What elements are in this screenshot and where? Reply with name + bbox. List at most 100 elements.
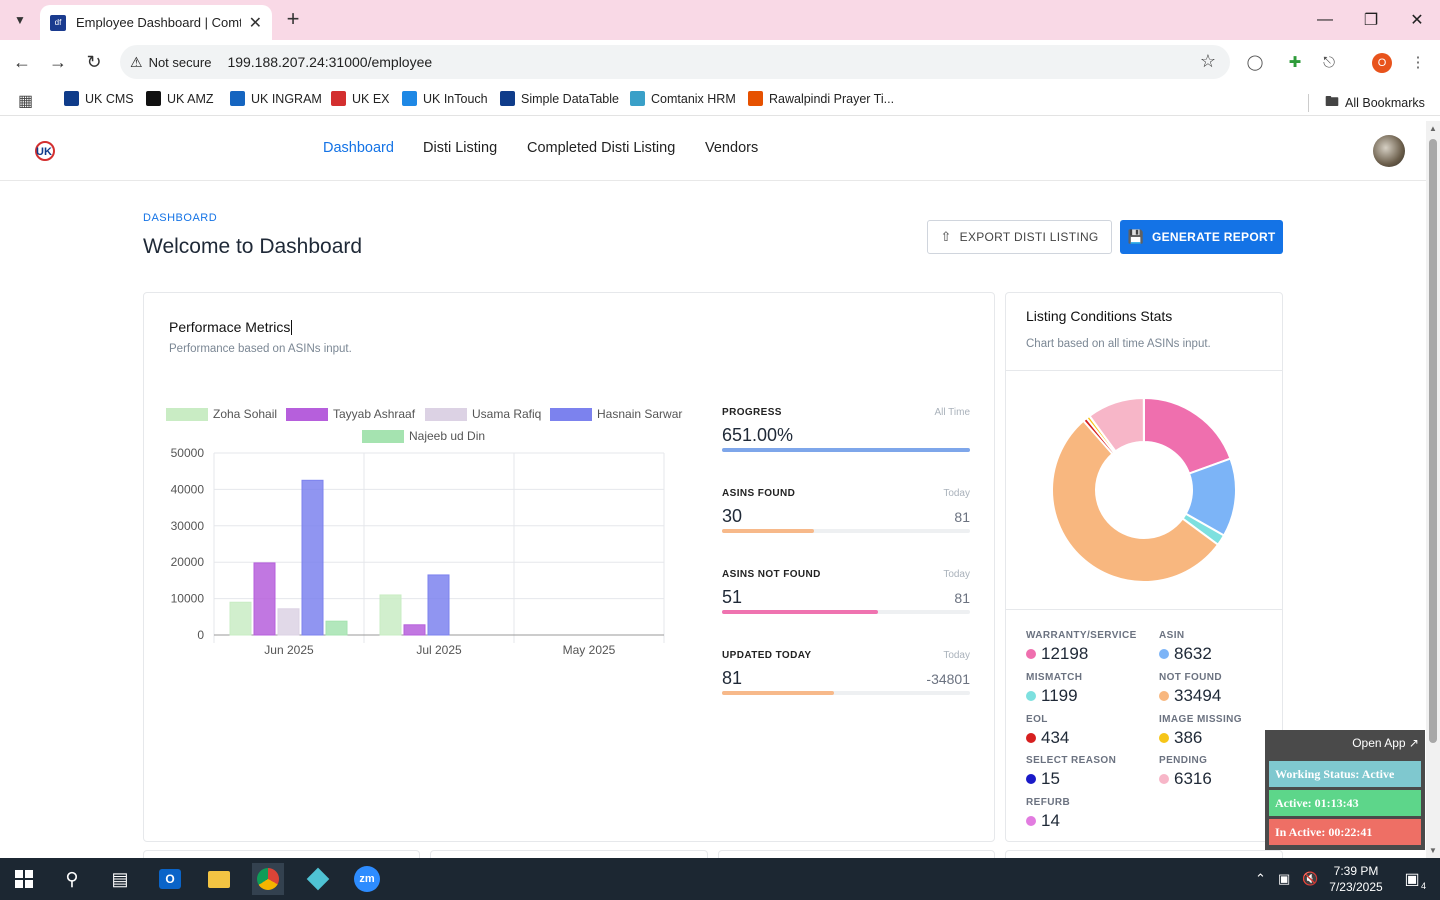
bookmark-simple-datatable[interactable]: Simple DataTable: [500, 91, 619, 106]
listing-conditions-donut-chart: [1051, 396, 1237, 583]
bookmark-uk-ex[interactable]: UK EX: [331, 91, 390, 106]
task-view-icon[interactable]: ▤: [111, 868, 129, 889]
metric-progress: PROGRESS All Time 651.00%: [722, 407, 970, 487]
restore-icon[interactable]: ❐: [1363, 12, 1379, 29]
notifications-icon[interactable]: ▣ 4: [1404, 871, 1426, 891]
metric-label: ASINS FOUND: [722, 488, 796, 499]
search-icon[interactable]: ⚲: [65, 868, 79, 889]
legend-swatch: [550, 407, 592, 421]
metric-total: 81: [954, 590, 970, 606]
bookmark-comtanix-hrm[interactable]: Comtanix HRM: [630, 91, 736, 106]
nav-vendors[interactable]: Vendors: [705, 140, 759, 156]
active-time-row: Active: 01:13:43: [1269, 790, 1421, 816]
clock-time: 7:39 PM: [1333, 864, 1379, 878]
translate-globe-icon[interactable]: ◯: [1246, 54, 1264, 71]
bookmark-prayer-times[interactable]: Rawalpindi Prayer Ti...: [748, 91, 894, 106]
nav-completed-disti-listing[interactable]: Completed Disti Listing: [527, 140, 676, 156]
zoom-icon[interactable]: zm: [351, 863, 383, 895]
address-bar[interactable]: ⚠ Not secure 199.188.207.24:31000/employ…: [120, 45, 1230, 79]
browser-tab-active[interactable]: df Employee Dashboard | Comtanix ✕: [40, 5, 272, 40]
file-explorer-icon[interactable]: [203, 863, 235, 895]
network-icon[interactable]: ▣: [1278, 871, 1291, 886]
bar: [301, 479, 324, 636]
scrollbar-thumb[interactable]: [1429, 139, 1437, 743]
legend-swatch: [286, 407, 328, 421]
legend-item-1[interactable]: Tayyab Ashraaf: [286, 407, 415, 421]
extension-plus-icon[interactable]: ✚: [1288, 54, 1302, 71]
metric-progress-fill: [722, 610, 879, 614]
window-close-icon[interactable]: ✕: [1410, 12, 1424, 29]
volume-muted-icon[interactable]: 🔇: [1302, 871, 1319, 886]
scroll-down-icon[interactable]: ▼: [1429, 846, 1437, 855]
stat-not-found: NOT FOUND 33494: [1159, 672, 1223, 705]
forward-arrow-icon[interactable]: →: [49, 51, 67, 72]
bookmark-favicon-icon: [500, 91, 515, 106]
new-tab-plus-icon[interactable]: +: [286, 6, 300, 31]
page-scrollbar[interactable]: ▲ ▼: [1426, 121, 1440, 858]
nav-dashboard[interactable]: Dashboard: [323, 140, 394, 156]
scroll-up-icon[interactable]: ▲: [1429, 124, 1437, 133]
back-arrow-icon[interactable]: ←: [13, 51, 31, 72]
minimize-icon[interactable]: —: [1317, 11, 1333, 28]
x-tick-label: Jun 2025: [264, 643, 314, 657]
metric-asins-found: ASINS FOUND Today 30 81: [722, 488, 970, 568]
bookmark-favicon-icon: [630, 91, 645, 106]
export-disti-listing-button[interactable]: ⇧ EXPORT DISTI LISTING: [927, 220, 1112, 254]
tab-close-icon[interactable]: ✕: [248, 14, 262, 32]
tray-chevron-up-icon[interactable]: ⌃: [1255, 871, 1266, 886]
uk-logo-icon[interactable]: UK: [33, 139, 57, 163]
stat-mismatch: MISMATCH 1199: [1026, 672, 1083, 705]
folder-icon: 🖿: [1325, 93, 1339, 109]
security-indicator[interactable]: ⚠ Not secure: [130, 54, 211, 71]
bookmark-star-icon[interactable]: ☆: [1199, 51, 1216, 71]
generate-report-button[interactable]: 💾 GENERATE REPORT: [1120, 220, 1283, 254]
bookmark-uk-cms[interactable]: UK CMS: [64, 91, 134, 106]
reload-icon[interactable]: ↻: [86, 51, 102, 72]
legend-item-4[interactable]: Najeeb ud Din: [362, 429, 485, 443]
legend-item-0[interactable]: Zoha Sohail: [166, 407, 277, 421]
status-dot: [1026, 649, 1036, 659]
status-dot: [1159, 691, 1169, 701]
profile-avatar[interactable]: O: [1372, 53, 1392, 73]
system-clock[interactable]: 7:39 PM 7/23/2025: [1328, 863, 1384, 895]
open-app-link[interactable]: Open App ↗: [1352, 736, 1419, 750]
bookmark-uk-amz[interactable]: UK AMZ: [146, 91, 214, 106]
listing-conditions-card: Listing Conditions Stats Chart based on …: [1005, 292, 1283, 842]
status-dot: [1159, 733, 1169, 743]
windows-start-icon[interactable]: [8, 863, 40, 895]
working-status-row: Working Status: Active: [1269, 761, 1421, 787]
metric-total: -34801: [926, 671, 970, 687]
extensions-puzzle-icon[interactable]: ⎋: [1323, 53, 1335, 71]
all-bookmarks[interactable]: 🖿 All Bookmarks: [1308, 91, 1425, 115]
stats-card-title: Listing Conditions Stats: [1026, 308, 1173, 324]
apps-grid-icon[interactable]: ▦: [18, 93, 34, 110]
svg-text:UK: UK: [36, 146, 52, 158]
legend-swatch: [166, 407, 208, 421]
bookmark-uk-intouch[interactable]: UK InTouch: [402, 91, 488, 106]
nav-disti-listing[interactable]: Disti Listing: [423, 140, 498, 156]
browser-menu-icon[interactable]: ⋮: [1410, 54, 1426, 71]
bookmark-uk-ingram[interactable]: UK INGRAM: [230, 91, 322, 106]
legend-item-3[interactable]: Hasnain Sarwar: [550, 407, 682, 421]
app-diamond-icon[interactable]: [302, 863, 334, 895]
metric-progress-fill: [722, 691, 834, 695]
metric-progress-bar: [722, 529, 970, 533]
outlook-icon[interactable]: O: [154, 863, 186, 895]
chrome-icon[interactable]: [252, 863, 284, 895]
stat-select-reason: SELECT REASON 15: [1026, 755, 1117, 788]
browser-tab-strip: ▼ df Employee Dashboard | Comtanix ✕ + —…: [0, 0, 1440, 40]
status-dot: [1026, 816, 1036, 826]
metric-tag: All Time: [934, 407, 970, 418]
browser-toolbar: ← → ↻ ⚠ Not secure 199.188.207.24:31000/…: [0, 40, 1440, 84]
stat-warranty-service: WARRANTY/SERVICE 12198: [1026, 630, 1137, 663]
site-favicon-icon: df: [50, 14, 66, 31]
url-text[interactable]: 199.188.207.24:31000/employee: [227, 54, 433, 70]
tab-search-chevron-icon[interactable]: ▼: [14, 13, 26, 27]
bookmark-favicon-icon: [331, 91, 346, 106]
user-avatar[interactable]: [1373, 135, 1405, 167]
stats-divider: [1006, 609, 1282, 610]
warning-triangle-icon: ⚠: [130, 53, 143, 70]
status-dot: [1159, 774, 1169, 784]
legend-item-2[interactable]: Usama Rafiq: [425, 407, 541, 421]
windows-taskbar: ⚲ ▤ O zm ⌃ ▣ 🔇 7:39 PM 7/23/2025 ▣ 4: [0, 858, 1440, 900]
